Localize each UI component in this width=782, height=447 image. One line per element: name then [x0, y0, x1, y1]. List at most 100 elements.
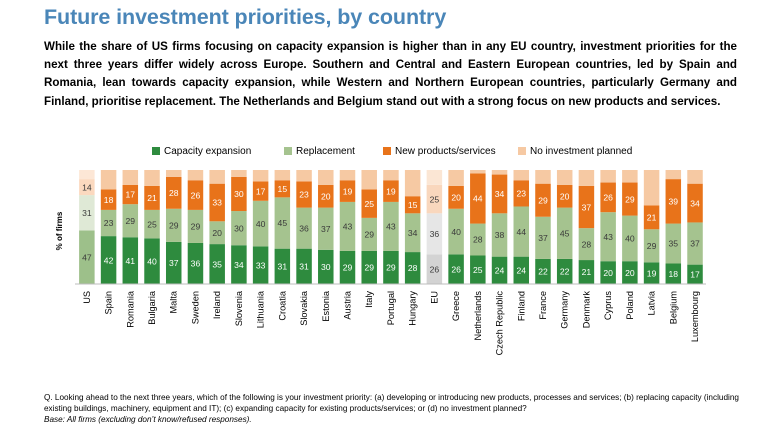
bar-belgium-replacement	[665, 223, 682, 264]
bar-slovenia-new-products-services	[231, 176, 247, 212]
bar-hungary-capacity-expansion	[404, 252, 421, 284]
data-label-latvia-new-products-services: 21	[647, 213, 657, 223]
bar-slovenia-capacity-expansion	[231, 245, 247, 284]
bar-romania-replacement	[122, 204, 139, 238]
x-tick-label-malta: Malta	[169, 290, 179, 313]
bar-sweden-no-investment-planned	[187, 170, 204, 181]
bar-cyprus-capacity-expansion	[600, 261, 616, 284]
legend-label-new-products-services: New products/services	[395, 146, 496, 157]
data-label-netherlands-capacity-expansion: 25	[473, 265, 483, 275]
data-label-germany-new-products-services: 20	[560, 191, 570, 201]
data-label-us-replacement: 31	[82, 208, 92, 218]
data-label-austria-capacity-expansion: 29	[343, 263, 353, 273]
x-tick-label-slovenia: Slovenia	[234, 290, 244, 326]
data-label-denmark-new-products-services: 37	[582, 202, 592, 212]
x-tick-label-bulgaria: Bulgaria	[147, 290, 157, 325]
data-label-germany-replacement: 45	[560, 228, 570, 238]
data-label-czech-republic-new-products-services: 34	[495, 189, 505, 199]
bar-slovakia-no-investment-planned	[296, 170, 312, 182]
x-tick-label-czech-republic: Czech Republic	[495, 291, 505, 356]
legend-item-no-investment-planned: No investment planned	[518, 146, 632, 157]
bar-eu-replacement	[426, 213, 443, 255]
x-tick-label-germany: Germany	[560, 291, 570, 329]
bar-estonia-new-products-services	[318, 184, 334, 208]
data-label-poland-replacement: 40	[625, 234, 635, 244]
bar-france-replacement	[535, 216, 551, 259]
data-label-ireland-capacity-expansion: 35	[212, 259, 222, 269]
bar-bulgaria-replacement	[144, 209, 160, 239]
bar-france-capacity-expansion	[535, 258, 551, 284]
bar-malta-replacement	[165, 208, 182, 242]
legend-label-no-investment-planned: No investment planned	[530, 146, 633, 157]
data-label-belgium-capacity-expansion: 18	[669, 269, 679, 279]
bar-portugal-no-investment-planned	[383, 170, 399, 181]
bar-lithuania-replacement	[252, 200, 269, 247]
data-label-portugal-capacity-expansion: 29	[386, 263, 396, 273]
bar-poland-capacity-expansion	[622, 261, 638, 284]
bar-cyprus-replacement	[600, 212, 616, 262]
data-label-croatia-replacement: 45	[278, 218, 288, 228]
bar-greece-new-products-services	[448, 185, 464, 209]
bar-bulgaria-new-products-services	[144, 185, 160, 210]
bar-greece-capacity-expansion	[448, 254, 464, 284]
bar-estonia-no-investment-planned	[318, 170, 334, 185]
legend-item-capacity-expansion: Capacity expansion	[152, 146, 251, 157]
bar-finland-capacity-expansion	[513, 256, 530, 284]
bar-lithuania-no-investment-planned	[252, 170, 269, 182]
bar-denmark-replacement	[578, 228, 595, 261]
bar-belgium-capacity-expansion	[665, 263, 682, 284]
data-label-austria-new-products-services: 19	[343, 186, 353, 196]
bar-belgium-new-products-services	[665, 179, 682, 224]
bars-group: 47 31 14 42 23 18 41 29 17 40 25 21 37 29 28 36 29 26 35 20…	[79, 170, 703, 284]
data-label-spain-replacement: 23	[104, 218, 114, 228]
x-tick-label-france: France	[538, 291, 548, 320]
bar-netherlands-capacity-expansion	[470, 255, 486, 284]
legend-label-replacement: Replacement	[296, 146, 355, 157]
bar-france-new-products-services	[535, 183, 551, 217]
x-tick-label-italy: Italy	[364, 291, 374, 308]
bar-latvia-no-investment-planned	[643, 170, 660, 206]
data-label-lithuania-capacity-expansion: 33	[256, 260, 266, 270]
bar-croatia-no-investment-planned	[274, 170, 291, 181]
data-label-romania-capacity-expansion: 41	[126, 256, 136, 266]
bar-luxembourg-replacement	[687, 222, 703, 265]
legend-swatch-no-investment-planned	[518, 147, 526, 155]
data-label-portugal-replacement: 43	[386, 222, 396, 232]
bar-germany-no-investment-planned	[556, 170, 573, 185]
x-tick-label-estonia: Estonia	[321, 290, 331, 322]
x-tick-label-us: US	[82, 291, 92, 304]
bar-romania-no-investment-planned	[122, 170, 139, 185]
bar-austria-new-products-services	[339, 180, 356, 202]
bar-finland-replacement	[513, 206, 530, 257]
data-label-us-new-products-services: 14	[82, 182, 92, 192]
bar-france-no-investment-planned	[535, 170, 551, 184]
x-tick-label-finland: Finland	[516, 291, 526, 321]
data-label-malta-new-products-services: 28	[169, 188, 179, 198]
bar-czech-republic-new-products-services	[491, 174, 508, 214]
bar-spain-new-products-services	[100, 189, 117, 210]
data-label-slovenia-new-products-services: 30	[234, 189, 244, 199]
footnote-base: Base: All firms (excluding don’t know/re…	[44, 415, 252, 425]
legend-swatch-new-products-services	[383, 147, 391, 155]
data-label-malta-replacement: 29	[169, 220, 179, 230]
bar-us-no-investment-planned	[79, 170, 95, 180]
data-label-spain-capacity-expansion: 42	[104, 255, 114, 265]
bar-spain-no-investment-planned	[100, 170, 117, 190]
data-label-estonia-new-products-services: 20	[321, 191, 331, 201]
chart-footnote: Q. Looking ahead to the next three years…	[44, 392, 744, 426]
data-label-belgium-replacement: 35	[669, 239, 679, 249]
x-tick-label-portugal: Portugal	[386, 291, 396, 325]
bar-portugal-new-products-services	[383, 180, 399, 202]
legend-item-new-products-services: New products/services	[383, 146, 496, 157]
y-axis-label: % of firms	[55, 211, 64, 250]
x-tick-label-eu: EU	[429, 291, 439, 304]
data-label-hungary-capacity-expansion: 28	[408, 263, 418, 273]
bar-germany-capacity-expansion	[556, 258, 573, 284]
bar-lithuania-new-products-services	[252, 181, 269, 201]
data-label-estonia-replacement: 37	[321, 224, 331, 234]
bar-poland-replacement	[622, 215, 638, 262]
bar-spain-capacity-expansion	[100, 236, 117, 284]
bar-romania-new-products-services	[122, 184, 139, 205]
data-label-finland-capacity-expansion: 24	[516, 266, 526, 276]
legend-swatch-capacity-expansion	[152, 147, 160, 155]
